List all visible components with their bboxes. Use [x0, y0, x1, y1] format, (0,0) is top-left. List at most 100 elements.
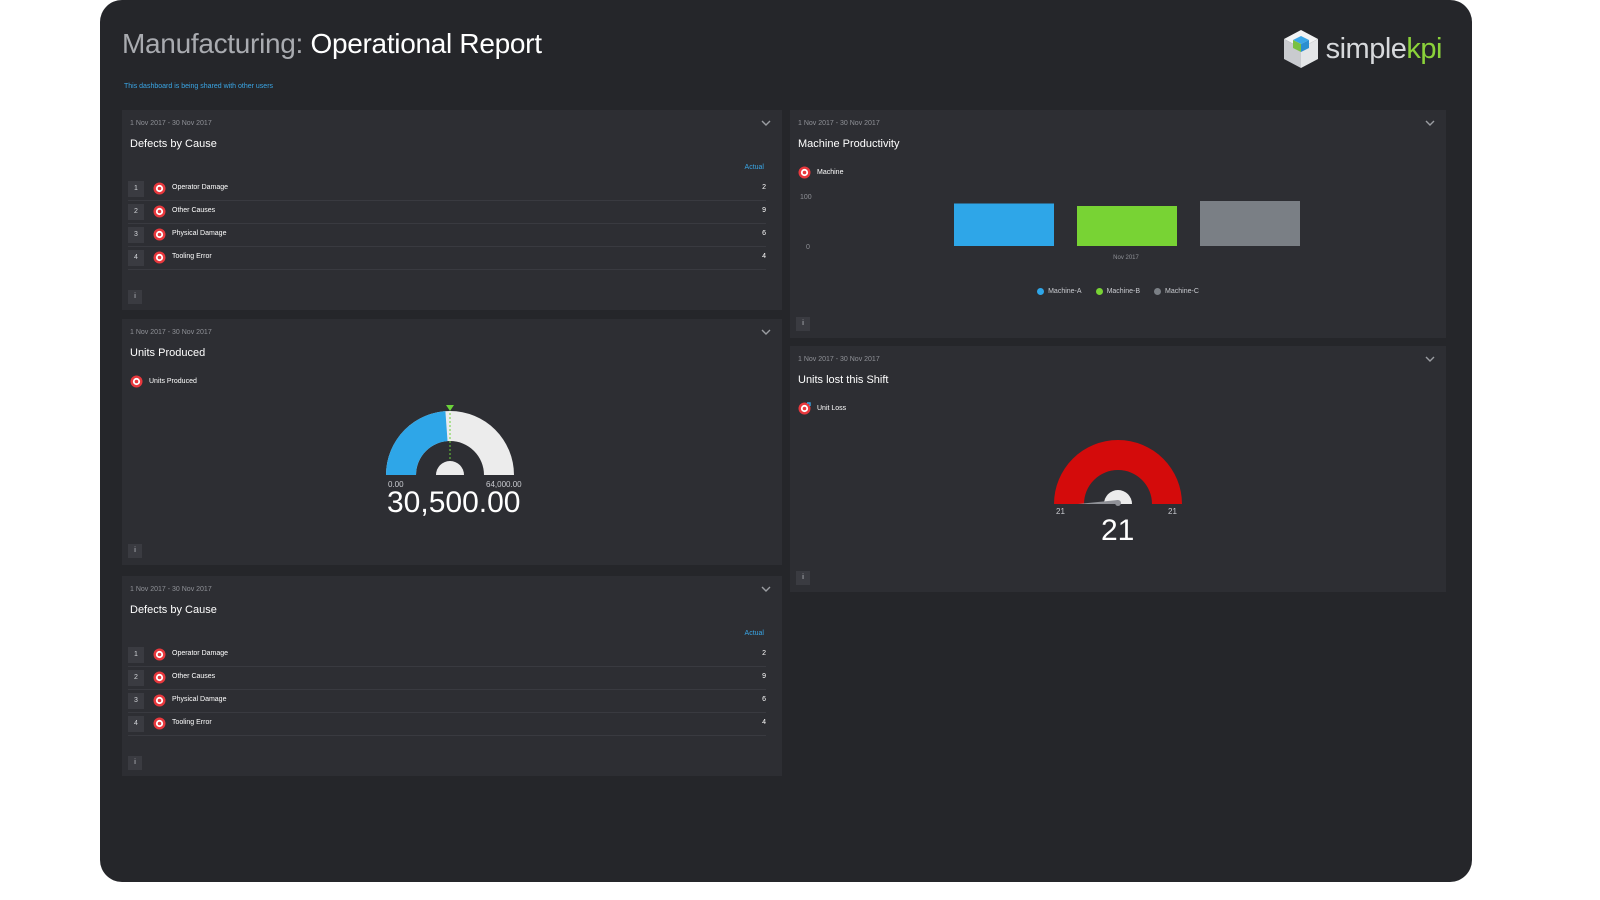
legend-item-machine-c[interactable]: Machine-C	[1154, 288, 1199, 295]
logo-text: simplekpi	[1325, 32, 1443, 66]
table-row[interactable]: 4 Tooling Error 4	[128, 713, 766, 736]
legend-dot	[1095, 288, 1103, 295]
panel-title: Defects by Cause	[130, 138, 217, 150]
title-main: Operational Report	[310, 28, 542, 59]
legend-label: Machine-C	[1165, 288, 1199, 295]
table-row[interactable]: 2 Other Causes 9	[128, 667, 766, 690]
kpi-label-row[interactable]: Units Produced	[130, 375, 197, 388]
kpi-label-row[interactable]: Machine	[798, 166, 843, 179]
row-label: Operator Damage	[172, 184, 229, 191]
unit-loss-gauge	[1054, 440, 1182, 506]
table-row[interactable]: 3 Physical Damage 6	[128, 224, 766, 247]
machine-productivity-panel: 1 Nov 2017 - 30 Nov 2017 Machine Product…	[790, 110, 1446, 338]
y-tick-bottom: 0	[806, 244, 810, 251]
panel-date-range: 1 Nov 2017 - 30 Nov 2017	[130, 120, 212, 127]
units-gauge	[386, 405, 514, 475]
logo-text-simple: simple	[1325, 32, 1407, 65]
info-button[interactable]: i	[796, 317, 810, 331]
row-label: Other Causes	[172, 673, 216, 680]
title-prefix: Manufacturing:	[122, 28, 304, 59]
column-header-actual: Actual	[744, 164, 764, 171]
row-label: Operator Damage	[172, 650, 229, 657]
info-button[interactable]: i	[128, 756, 142, 770]
target-icon	[153, 671, 166, 684]
info-button[interactable]: i	[796, 571, 810, 585]
panel-date-range: 1 Nov 2017 - 30 Nov 2017	[798, 356, 880, 363]
target-icon	[153, 205, 166, 218]
chart-legend: Machine-A Machine-B Machine-C	[790, 288, 1446, 295]
kpi-label: Machine	[817, 169, 844, 176]
row-number: 4	[128, 250, 144, 266]
panel-title: Defects by Cause	[130, 604, 217, 616]
chevron-down-icon[interactable]	[760, 584, 772, 594]
target-icon	[153, 251, 166, 264]
units-lost-panel: 1 Nov 2017 - 30 Nov 2017 Units lost this…	[790, 346, 1446, 592]
kpi-label: Units Produced	[149, 378, 197, 385]
x-tick-label: Nov 2017	[1113, 255, 1139, 261]
chevron-down-icon[interactable]	[760, 327, 772, 337]
row-label: Tooling Error	[172, 253, 212, 260]
info-button[interactable]: i	[128, 544, 142, 558]
row-label: Physical Damage	[172, 696, 227, 703]
target-icon	[153, 182, 166, 195]
kpi-label-row[interactable]: Unit Loss	[798, 402, 846, 415]
column-header-actual: Actual	[744, 630, 764, 637]
simplekpi-logo: simplekpi	[1282, 28, 1442, 70]
row-number: 1	[128, 181, 144, 197]
page-title: Manufacturing: Operational Report	[122, 28, 542, 60]
bar-machine-a[interactable]	[954, 203, 1054, 247]
row-number: 2	[128, 204, 144, 220]
gauge-value: 21	[1101, 514, 1135, 547]
bar-machine-b[interactable]	[1077, 206, 1177, 246]
defects-by-cause-panel-2: 1 Nov 2017 - 30 Nov 2017 Defects by Caus…	[122, 576, 782, 776]
row-label: Tooling Error	[172, 719, 212, 726]
legend-item-machine-b[interactable]: Machine-B	[1095, 288, 1140, 295]
target-icon	[153, 694, 166, 707]
table-row[interactable]: 1 Operator Damage 2	[128, 644, 766, 667]
row-value: 2	[762, 184, 766, 191]
target-icon	[153, 717, 166, 730]
row-value: 4	[762, 719, 766, 726]
chevron-down-icon[interactable]	[1424, 118, 1436, 128]
table-row[interactable]: 1 Operator Damage 2	[128, 178, 766, 201]
row-value: 6	[762, 696, 766, 703]
target-icon	[798, 166, 811, 179]
gauge-min: 0.00	[388, 480, 404, 489]
panel-date-range: 1 Nov 2017 - 30 Nov 2017	[130, 329, 212, 336]
info-button[interactable]: i	[128, 290, 142, 304]
row-value: 6	[762, 230, 766, 237]
row-value: 4	[762, 253, 766, 260]
kpi-label: Unit Loss	[817, 405, 847, 412]
chevron-down-icon[interactable]	[760, 118, 772, 128]
legend-label: Machine-A	[1048, 288, 1082, 295]
table-row[interactable]: 4 Tooling Error 4	[128, 247, 766, 270]
target-icon	[153, 648, 166, 661]
panel-date-range: 1 Nov 2017 - 30 Nov 2017	[130, 586, 212, 593]
legend-item-machine-a[interactable]: Machine-A	[1037, 288, 1082, 295]
y-tick-top: 100	[800, 194, 812, 201]
row-number: 4	[128, 716, 144, 732]
gauge-min: 21	[1056, 507, 1065, 516]
row-number: 1	[128, 647, 144, 663]
bar-machine-c[interactable]	[1200, 201, 1300, 246]
legend-dot	[1037, 288, 1045, 295]
table-row[interactable]: 2 Other Causes 9	[128, 201, 766, 224]
units-produced-panel: 1 Nov 2017 - 30 Nov 2017 Units Produced …	[122, 319, 782, 565]
row-label: Physical Damage	[172, 230, 227, 237]
legend-dot	[1154, 288, 1162, 295]
dashboard-frame: Manufacturing: Operational Report This d…	[100, 0, 1472, 882]
shared-notice[interactable]: This dashboard is being shared with othe…	[124, 83, 274, 90]
row-value: 9	[762, 207, 766, 214]
table-row[interactable]: 3 Physical Damage 6	[128, 690, 766, 713]
logo-text-kpi: kpi	[1406, 32, 1442, 65]
target-down-icon	[798, 402, 811, 415]
row-label: Other Causes	[172, 207, 216, 214]
panel-title: Machine Productivity	[798, 138, 900, 150]
target-icon	[153, 228, 166, 241]
row-value: 2	[762, 650, 766, 657]
chevron-down-icon[interactable]	[1424, 354, 1436, 364]
gauge-max: 21	[1168, 507, 1177, 516]
row-value: 9	[762, 673, 766, 680]
defects-by-cause-panel: 1 Nov 2017 - 30 Nov 2017 Defects by Caus…	[122, 110, 782, 310]
row-number: 2	[128, 670, 144, 686]
